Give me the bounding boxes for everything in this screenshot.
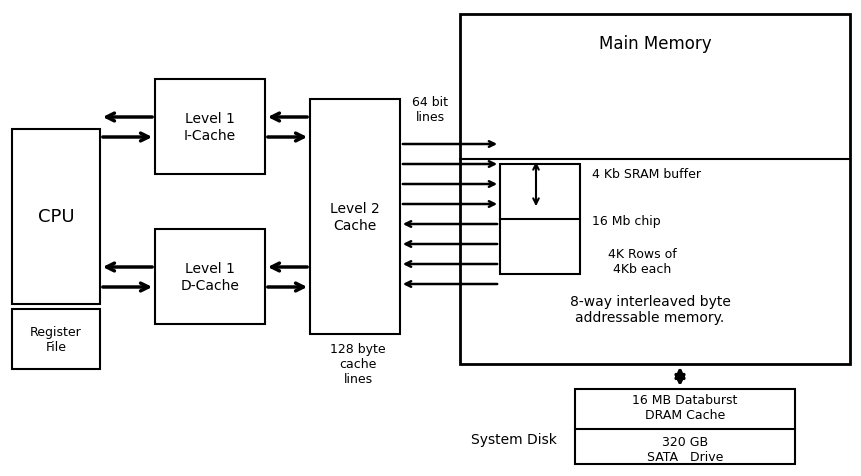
FancyBboxPatch shape: [460, 15, 850, 364]
Text: Main Memory: Main Memory: [598, 35, 711, 53]
Text: 16 MB Databurst
DRAM Cache: 16 MB Databurst DRAM Cache: [632, 393, 738, 421]
Text: Level 1
I-Cache: Level 1 I-Cache: [184, 112, 236, 142]
Text: 4K Rows of
4Kb each: 4K Rows of 4Kb each: [608, 248, 677, 276]
Text: System Disk: System Disk: [471, 432, 557, 446]
Text: CPU: CPU: [38, 208, 74, 226]
FancyBboxPatch shape: [155, 229, 265, 324]
FancyBboxPatch shape: [310, 100, 400, 334]
FancyBboxPatch shape: [12, 309, 100, 369]
Text: Level 1
D-Cache: Level 1 D-Cache: [181, 262, 239, 292]
Text: 320 GB
SATA   Drive: 320 GB SATA Drive: [647, 435, 723, 463]
Text: 128 byte
cache
lines: 128 byte cache lines: [330, 343, 386, 386]
Text: 8-way interleaved byte
addressable memory.: 8-way interleaved byte addressable memor…: [570, 294, 730, 325]
Text: 4 Kb SRAM buffer: 4 Kb SRAM buffer: [592, 168, 701, 181]
Text: 64 bit
lines: 64 bit lines: [412, 96, 448, 124]
Text: Level 2
Cache: Level 2 Cache: [330, 202, 380, 232]
FancyBboxPatch shape: [12, 130, 100, 304]
Text: 16 Mb chip: 16 Mb chip: [592, 215, 660, 228]
FancyBboxPatch shape: [500, 165, 580, 275]
FancyBboxPatch shape: [575, 389, 795, 464]
Text: Register
File: Register File: [30, 325, 82, 353]
FancyBboxPatch shape: [155, 80, 265, 175]
